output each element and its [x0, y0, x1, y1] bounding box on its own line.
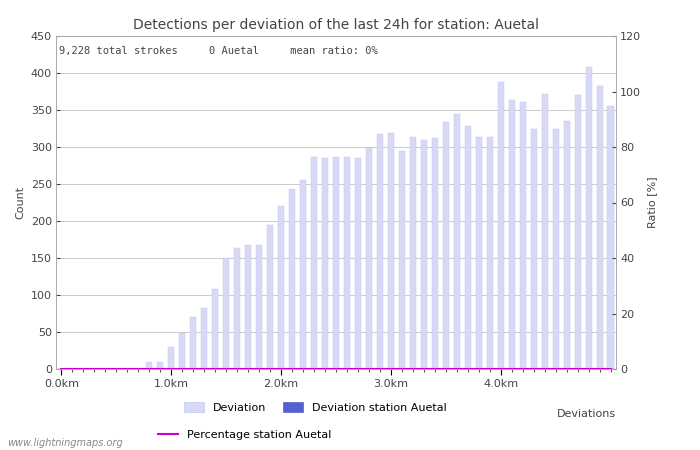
Bar: [267, 225, 273, 369]
Bar: [201, 308, 207, 369]
Bar: [300, 180, 306, 369]
Bar: [509, 100, 514, 369]
Bar: [344, 157, 350, 369]
Y-axis label: Count: Count: [15, 186, 25, 219]
Bar: [333, 158, 339, 369]
Bar: [421, 140, 427, 369]
Bar: [519, 102, 526, 369]
Bar: [564, 121, 570, 369]
Bar: [322, 158, 328, 369]
Bar: [278, 206, 284, 369]
Bar: [234, 248, 240, 369]
Legend: Percentage station Auetal: Percentage station Auetal: [158, 430, 332, 440]
Text: www.lightningmaps.org: www.lightningmaps.org: [7, 438, 122, 448]
Bar: [454, 114, 460, 369]
Text: 9,228 total strokes     0 Auetal     mean ratio: 0%: 9,228 total strokes 0 Auetal mean ratio:…: [59, 46, 377, 56]
Bar: [366, 148, 372, 369]
Bar: [465, 126, 471, 369]
Bar: [377, 135, 383, 369]
Bar: [575, 95, 580, 369]
Bar: [146, 362, 153, 369]
Bar: [410, 137, 416, 369]
Bar: [399, 151, 405, 369]
Bar: [552, 129, 559, 369]
Legend: Deviation, Deviation station Auetal: Deviation, Deviation station Auetal: [183, 402, 447, 413]
Bar: [486, 137, 493, 369]
Bar: [179, 333, 186, 369]
Bar: [596, 86, 603, 369]
Bar: [585, 67, 591, 369]
Text: Deviations: Deviations: [557, 409, 616, 419]
Bar: [432, 138, 438, 369]
Bar: [531, 129, 537, 369]
Bar: [476, 137, 482, 369]
Bar: [388, 133, 394, 369]
Bar: [542, 94, 547, 369]
Bar: [212, 289, 218, 369]
Y-axis label: Ratio [%]: Ratio [%]: [647, 177, 657, 228]
Bar: [190, 317, 196, 369]
Bar: [223, 258, 229, 369]
Bar: [498, 82, 504, 369]
Title: Detections per deviation of the last 24h for station: Auetal: Detections per deviation of the last 24h…: [133, 18, 539, 32]
Bar: [289, 189, 295, 369]
Bar: [443, 122, 449, 369]
Bar: [256, 245, 262, 369]
Bar: [355, 158, 361, 369]
Bar: [168, 347, 174, 369]
Bar: [608, 106, 613, 369]
Bar: [245, 245, 251, 369]
Bar: [158, 362, 163, 369]
Bar: [311, 157, 317, 369]
